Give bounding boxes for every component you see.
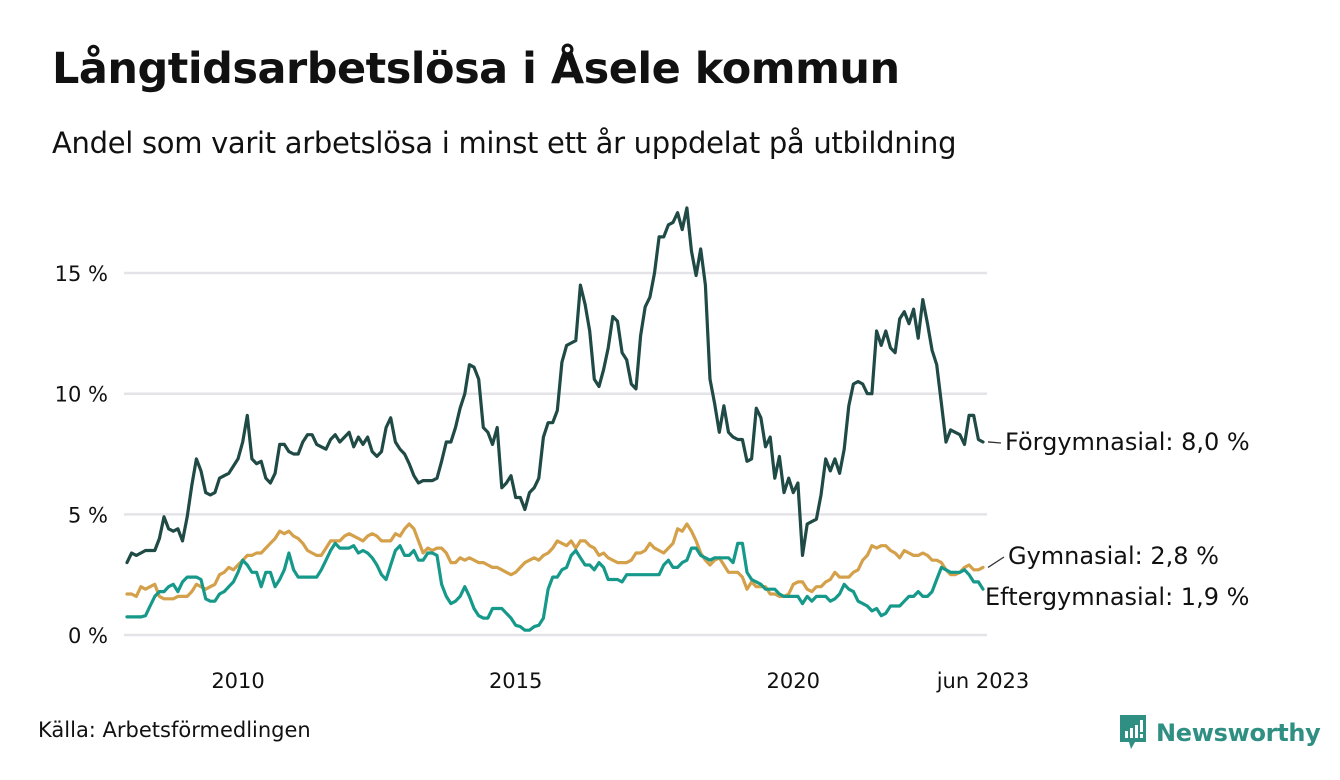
x-tick-label: 2020 — [767, 669, 820, 693]
series-end-labels: Förgymnasial: 8,0 % Gymnasial: 2,8 % Efter… — [985, 428, 1250, 611]
x-axis-ticks: 2010 2015 2020 jun 2023 — [211, 669, 1029, 693]
series-end-label-eftergymnasial: Eftergymnasial: 1,9 % — [985, 583, 1249, 611]
chart-subtitle: Andel som varit arbetslösa i minst ett å… — [52, 126, 957, 160]
bar-chart-speech-bubble-icon — [1120, 715, 1146, 749]
y-tick-label: 5 % — [68, 503, 108, 527]
gridlines — [124, 271, 987, 637]
leader-line — [987, 556, 1005, 568]
series-lines — [125, 206, 985, 632]
logo-text: Newsworthy — [1156, 719, 1321, 747]
series-line-eftergymnasial — [125, 541, 985, 632]
x-tick-label: jun 2023 — [936, 669, 1030, 693]
series-line-gymnasial — [125, 522, 985, 601]
y-tick-label: 15 % — [55, 262, 108, 286]
leader-line — [987, 441, 1002, 444]
y-tick-label: 0 % — [68, 624, 108, 648]
chart-title: Långtidsarbetslösa i Åsele kommun — [52, 44, 900, 94]
y-axis-ticks: 0 % 5 % 10 % 15 % — [55, 262, 108, 648]
series-line-forgymnasial — [125, 206, 985, 565]
x-tick-label: 2015 — [489, 669, 542, 693]
y-tick-label: 10 % — [55, 383, 108, 407]
series-end-label-gymnasial: Gymnasial: 2,8 % — [1008, 542, 1219, 570]
x-tick-label: 2010 — [211, 669, 264, 693]
series-end-label-forgymnasial: Förgymnasial: 8,0 % — [1005, 428, 1250, 456]
source-note: Källa: Arbetsförmedlingen — [38, 718, 311, 742]
newsworthy-logo[interactable]: Newsworthy — [1118, 713, 1321, 753]
